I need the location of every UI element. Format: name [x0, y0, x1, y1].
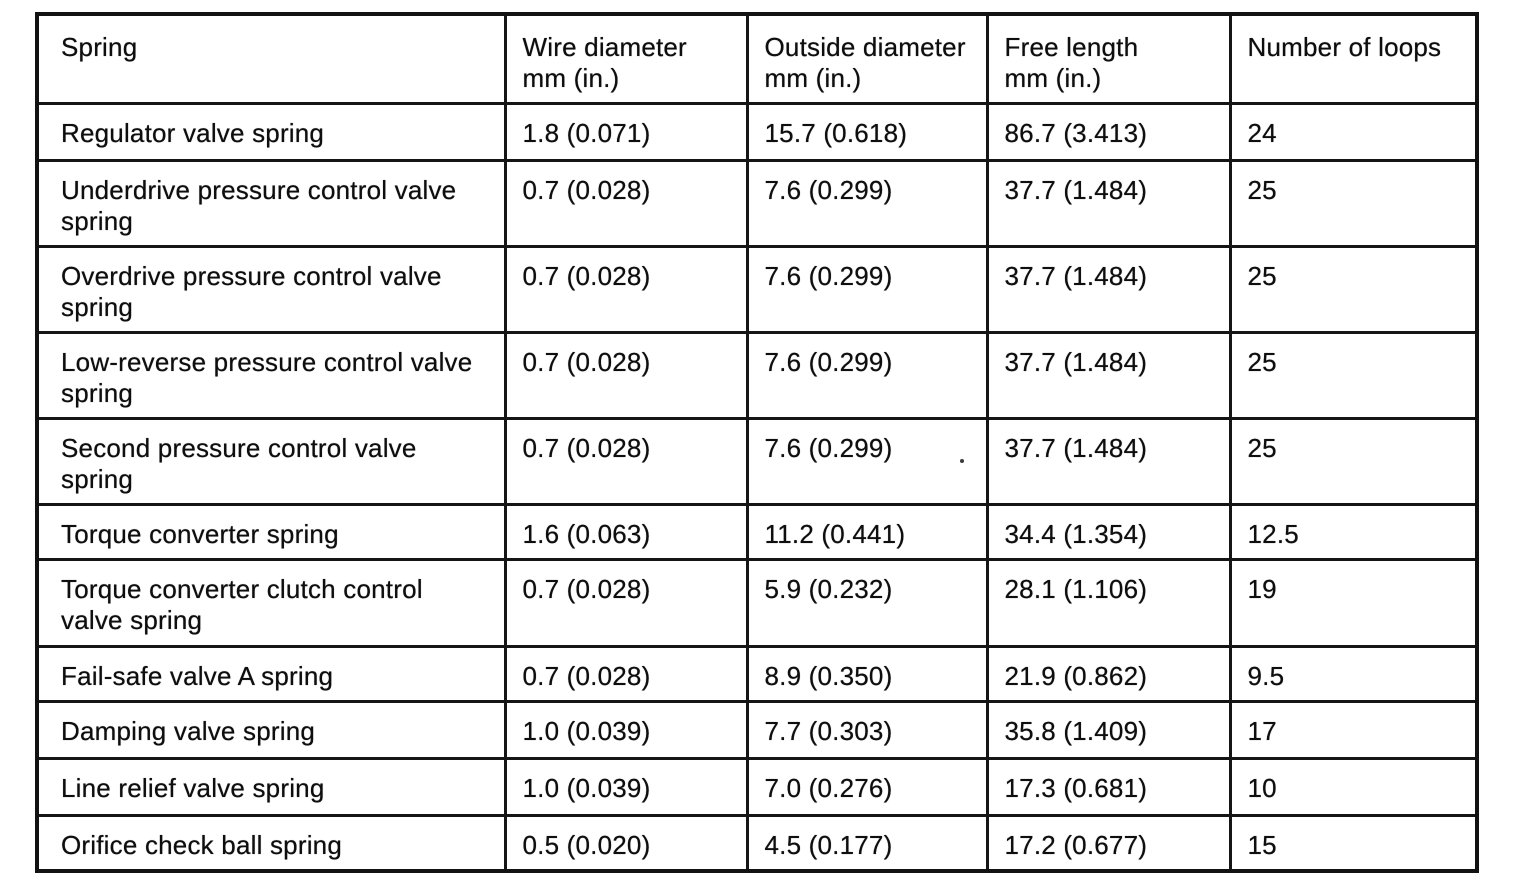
cell-free-length: 21.9 (0.862)	[985, 645, 1232, 703]
cell-wire-diameter: 1.0 (0.039)	[503, 700, 749, 760]
cell-free-length: 17.2 (0.677)	[985, 814, 1232, 873]
cell-wire-diameter: 0.7 (0.028)	[503, 645, 749, 703]
table-row: Damping valve spring 1.0 (0.039) 7.7 (0.…	[35, 700, 1479, 760]
cell-outside-diameter: 5.9 (0.232)	[745, 558, 989, 648]
table-row: Orifice check ball spring 0.5 (0.020) 4.…	[35, 814, 1479, 873]
cell-wire-diameter: 1.6 (0.063)	[503, 503, 749, 561]
cell-wire-diameter: 0.7 (0.028)	[503, 331, 749, 420]
cell-number-of-loops: 12.5	[1228, 503, 1479, 561]
cell-free-length: 37.7 (1.484)	[985, 331, 1232, 420]
cell-number-of-loops: 25	[1228, 331, 1479, 420]
cell-outside-diameter: 7.7 (0.303)	[745, 700, 989, 760]
cell-spring-name: Line relief valve spring	[35, 757, 507, 817]
table-row: Fail-safe valve A spring 0.7 (0.028) 8.9…	[35, 645, 1479, 703]
cell-outside-diameter: 7.6 (0.299)	[745, 245, 989, 334]
cell-spring-name: Second pressure control valve spring	[35, 417, 507, 506]
table-row: Second pressure control valve spring 0.7…	[35, 417, 1479, 506]
cell-free-length: 34.4 (1.354)	[985, 503, 1232, 561]
cell-number-of-loops: 19	[1228, 558, 1479, 648]
cell-number-of-loops: 25	[1228, 417, 1479, 506]
cell-spring-name: Damping valve spring	[35, 700, 507, 760]
table-row: Torque converter spring 1.6 (0.063) 11.2…	[35, 503, 1479, 561]
table-row: Line relief valve spring 1.0 (0.039) 7.0…	[35, 757, 1479, 817]
column-header-free-length: Free length mm (in.)	[985, 12, 1232, 105]
cell-free-length: 37.7 (1.484)	[985, 417, 1232, 506]
cell-number-of-loops: 10	[1228, 757, 1479, 817]
column-header-number-of-loops: Number of loops	[1228, 12, 1479, 105]
cell-outside-diameter: 7.6 (0.299)	[745, 331, 989, 420]
cell-wire-diameter: 0.5 (0.020)	[503, 814, 749, 873]
table-row: Underdrive pressure control valve spring…	[35, 159, 1479, 248]
table-row: Regulator valve spring 1.8 (0.071) 15.7 …	[35, 102, 1479, 162]
cell-wire-diameter: 0.7 (0.028)	[503, 159, 749, 248]
cell-spring-name: Low-reverse pressure control valve sprin…	[35, 331, 507, 420]
cell-free-length: 37.7 (1.484)	[985, 245, 1232, 334]
cell-number-of-loops: 9.5	[1228, 645, 1479, 703]
cell-outside-diameter: 11.2 (0.441)	[745, 503, 989, 561]
cell-spring-name: Torque converter clutch control valve sp…	[35, 558, 507, 648]
cell-free-length: 86.7 (3.413)	[985, 102, 1232, 162]
cell-wire-diameter: 0.7 (0.028)	[503, 245, 749, 334]
spring-specifications-table: Spring Wire diameter mm (in.) Outside di…	[35, 12, 1479, 873]
column-header-outside-diameter: Outside diameter mm (in.)	[745, 12, 989, 105]
table-row: Overdrive pressure control valve spring …	[35, 245, 1479, 334]
cell-spring-name: Regulator valve spring	[35, 102, 507, 162]
cell-number-of-loops: 25	[1228, 245, 1479, 334]
cell-spring-name: Underdrive pressure control valve spring	[35, 159, 507, 248]
cell-number-of-loops: 17	[1228, 700, 1479, 760]
cell-outside-diameter: 7.6 (0.299)	[745, 417, 989, 506]
cell-free-length: 17.3 (0.681)	[985, 757, 1232, 817]
cell-number-of-loops: 24	[1228, 102, 1479, 162]
table-row: Low-reverse pressure control valve sprin…	[35, 331, 1479, 420]
cell-spring-name: Fail-safe valve A spring	[35, 645, 507, 703]
cell-number-of-loops: 25	[1228, 159, 1479, 248]
cell-free-length: 37.7 (1.484)	[985, 159, 1232, 248]
cell-spring-name: Orifice check ball spring	[35, 814, 507, 873]
cell-outside-diameter: 7.0 (0.276)	[745, 757, 989, 817]
cell-wire-diameter: 1.0 (0.039)	[503, 757, 749, 817]
scan-speckle-artifact	[960, 459, 964, 463]
cell-outside-diameter: 15.7 (0.618)	[745, 102, 989, 162]
cell-wire-diameter: 0.7 (0.028)	[503, 558, 749, 648]
header-row: Spring Wire diameter mm (in.) Outside di…	[35, 12, 1479, 105]
cell-spring-name: Overdrive pressure control valve spring	[35, 245, 507, 334]
cell-wire-diameter: 1.8 (0.071)	[503, 102, 749, 162]
column-header-spring: Spring	[35, 12, 507, 105]
cell-number-of-loops: 15	[1228, 814, 1479, 873]
cell-free-length: 28.1 (1.106)	[985, 558, 1232, 648]
column-header-wire-diameter: Wire diameter mm (in.)	[503, 12, 749, 105]
cell-outside-diameter: 4.5 (0.177)	[745, 814, 989, 873]
cell-free-length: 35.8 (1.409)	[985, 700, 1232, 760]
table-row: Torque converter clutch control valve sp…	[35, 558, 1479, 648]
cell-outside-diameter: 8.9 (0.350)	[745, 645, 989, 703]
cell-outside-diameter: 7.6 (0.299)	[745, 159, 989, 248]
cell-spring-name: Torque converter spring	[35, 503, 507, 561]
cell-wire-diameter: 0.7 (0.028)	[503, 417, 749, 506]
